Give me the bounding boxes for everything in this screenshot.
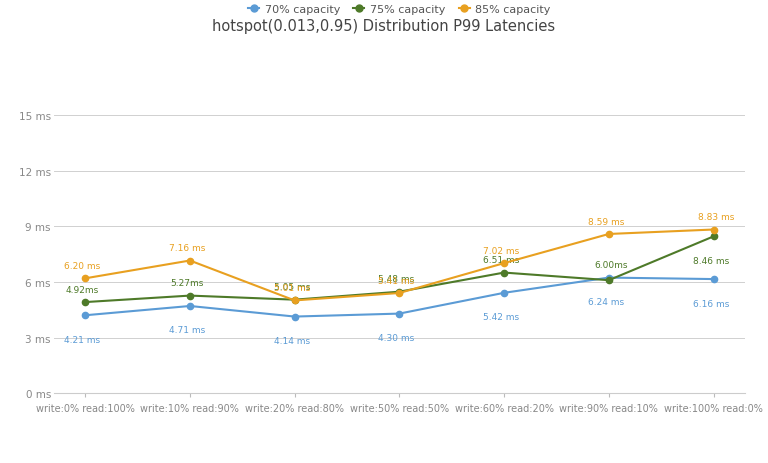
Text: 6.24 ms: 6.24 ms <box>588 297 624 307</box>
75% capacity <box>290 297 300 303</box>
70% capacity <box>709 277 718 282</box>
85% capacity <box>290 298 300 304</box>
Text: 4.71 ms: 4.71 ms <box>169 326 205 335</box>
75% capacity <box>499 270 508 276</box>
70% capacity <box>604 275 614 281</box>
Text: 7.02 ms: 7.02 ms <box>483 246 519 255</box>
Text: 6.20 ms: 6.20 ms <box>65 262 101 270</box>
85% capacity <box>81 276 90 282</box>
Text: 4.21 ms: 4.21 ms <box>65 335 101 344</box>
Legend: 70% capacity, 75% capacity, 85% capacity: 70% capacity, 75% capacity, 85% capacity <box>248 5 551 15</box>
70% capacity <box>290 314 300 319</box>
Text: 6.00ms: 6.00ms <box>595 261 628 269</box>
85% capacity <box>709 227 718 233</box>
Text: 8.83 ms: 8.83 ms <box>698 213 734 222</box>
Text: 5.05 ms: 5.05 ms <box>273 283 310 292</box>
70% capacity <box>499 290 508 296</box>
70% capacity <box>185 304 194 309</box>
75% capacity <box>604 278 614 283</box>
Text: 4.14 ms: 4.14 ms <box>274 336 310 345</box>
Text: 5.42 ms: 5.42 ms <box>483 313 519 322</box>
85% capacity <box>604 232 614 237</box>
Text: 8.59 ms: 8.59 ms <box>588 217 624 226</box>
Line: 70% capacity: 70% capacity <box>82 275 717 320</box>
Line: 75% capacity: 75% capacity <box>82 234 717 306</box>
75% capacity <box>709 234 718 240</box>
Text: 6.51 ms: 6.51 ms <box>483 256 519 265</box>
Text: 8.46 ms: 8.46 ms <box>693 257 729 265</box>
Text: 5.41 ms: 5.41 ms <box>379 276 415 285</box>
Text: 4.30 ms: 4.30 ms <box>379 333 415 342</box>
85% capacity <box>185 258 194 264</box>
75% capacity <box>81 300 90 305</box>
Text: 5.48 ms: 5.48 ms <box>379 275 415 284</box>
Line: 85% capacity: 85% capacity <box>82 227 717 304</box>
Text: 4.92ms: 4.92ms <box>66 285 99 294</box>
75% capacity <box>395 289 404 295</box>
70% capacity <box>395 311 404 317</box>
85% capacity <box>499 261 508 266</box>
75% capacity <box>185 293 194 299</box>
85% capacity <box>395 291 404 296</box>
Text: 5.01 ms: 5.01 ms <box>273 283 310 293</box>
Text: 7.16 ms: 7.16 ms <box>169 244 205 253</box>
Text: hotspot(0.013,0.95) Distribution P99 Latencies: hotspot(0.013,0.95) Distribution P99 Lat… <box>213 19 555 33</box>
Text: 6.16 ms: 6.16 ms <box>693 299 729 308</box>
Text: 5.27ms: 5.27ms <box>170 279 204 288</box>
70% capacity <box>81 313 90 319</box>
